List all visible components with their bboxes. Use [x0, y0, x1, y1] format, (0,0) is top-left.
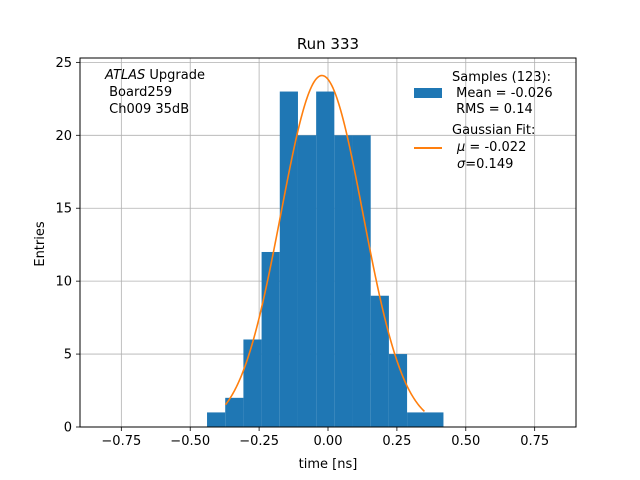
- x-tick-label: −0.25: [239, 434, 279, 449]
- x-axis-label: time [ns]: [299, 457, 358, 472]
- histogram-bar: [334, 135, 353, 427]
- x-tick-label: −0.50: [170, 434, 210, 449]
- x-tick-label: 0.50: [451, 434, 480, 449]
- legend-fit-line-3: σ=0.149: [457, 157, 513, 172]
- gaussian-fit-curve: [224, 74, 425, 413]
- legend: Samples (123): Mean = -0.026 RMS = 0.14 …: [414, 70, 553, 172]
- histogram-bar: [207, 412, 226, 427]
- axis-ticks: −0.75 −0.50 −0.25 0.00 0.25 0.50 0.75 0 5 10 15 20 2…: [55, 56, 549, 449]
- annotation-line-2: Board259: [105, 85, 172, 100]
- annotation-box: ATLAS Upgrade Board259 Ch009 35dB: [104, 68, 205, 117]
- y-tick-label: 0: [64, 421, 72, 436]
- histogram-bar: [225, 397, 244, 427]
- histogram-bar: [243, 339, 262, 427]
- legend-histogram-line-2: Mean = -0.026: [452, 86, 553, 101]
- histogram-bar: [297, 135, 317, 427]
- mu-symbol: μ: [456, 140, 465, 155]
- legend-histogram-line-1: Samples (123):: [452, 70, 551, 85]
- x-tick-label: 0.75: [520, 434, 549, 449]
- atlas-label: ATLAS: [104, 68, 145, 83]
- histogram-bar: [352, 135, 371, 427]
- histogram-bars: [207, 91, 444, 427]
- legend-fit-line-1: Gaussian Fit:: [452, 123, 535, 138]
- y-tick-label: 25: [55, 56, 72, 71]
- annotation-line-1: ATLAS Upgrade: [104, 68, 205, 83]
- y-tick-label: 10: [55, 275, 72, 290]
- legend-fit-line-2: μ = -0.022: [456, 140, 526, 155]
- histogram-bar: [407, 412, 444, 427]
- histogram-bar: [370, 295, 389, 427]
- gaussian-fit: [224, 74, 425, 413]
- legend-histogram-swatch: [414, 88, 442, 98]
- upgrade-label: Upgrade: [145, 68, 205, 83]
- mu-value: = -0.022: [465, 140, 526, 155]
- x-tick-label: −0.75: [101, 434, 141, 449]
- histogram-bar: [388, 354, 408, 427]
- y-tick-label: 20: [55, 129, 72, 144]
- annotation-line-3: Ch009 35dB: [105, 102, 189, 117]
- chart-title: Run 333: [297, 35, 359, 53]
- x-tick-label: 0.00: [314, 434, 343, 449]
- y-tick-label: 15: [55, 202, 72, 217]
- histogram-bar: [316, 91, 335, 427]
- histogram-bar: [261, 251, 280, 427]
- histogram-bar: [279, 91, 298, 427]
- sigma-symbol: σ: [457, 157, 466, 172]
- x-tick-label: 0.25: [382, 434, 411, 449]
- sigma-value: =0.149: [465, 157, 513, 172]
- y-tick-label: 5: [64, 348, 72, 363]
- y-axis-label: Entries: [33, 221, 48, 267]
- legend-histogram-line-3: RMS = 0.14: [452, 102, 533, 117]
